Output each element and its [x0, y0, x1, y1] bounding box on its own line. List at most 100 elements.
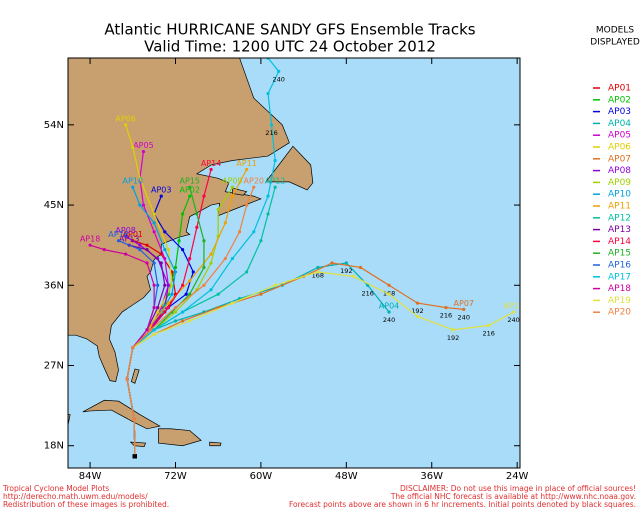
track-point	[230, 301, 235, 305]
track-point	[237, 230, 242, 234]
track-point	[145, 243, 149, 247]
x-tick-label: 48W	[335, 471, 358, 482]
track-point	[173, 270, 178, 274]
track-point	[277, 69, 281, 73]
legend-label: AP09	[608, 178, 631, 188]
track-point	[152, 212, 156, 216]
legend-label: AP16	[608, 261, 631, 271]
track-point	[202, 239, 206, 243]
track-label: AP05	[133, 141, 153, 150]
plot-frame	[67, 57, 521, 469]
track-point	[173, 319, 178, 323]
track-point	[152, 221, 156, 225]
track-point	[131, 185, 135, 189]
legend-label: AP08	[608, 166, 631, 176]
axes: 84W 72W 60W 48W 36W 24W 18N 27N 36N 45N 54N	[44, 58, 529, 482]
track-point	[124, 234, 128, 238]
land	[68, 58, 314, 447]
legend-label: AP03	[608, 107, 631, 117]
track-point	[163, 256, 167, 261]
legend-label: AP01	[608, 84, 631, 94]
track-label: AP08	[115, 226, 135, 235]
track-point	[330, 261, 334, 265]
track-point	[195, 212, 199, 216]
track-point	[131, 145, 135, 149]
track-point	[223, 221, 227, 225]
legend-label: AP15	[608, 249, 631, 259]
y-tick-label: 18N	[44, 441, 64, 452]
track-point	[124, 252, 128, 256]
track-point	[188, 256, 192, 261]
forecast-hour: 216	[361, 289, 373, 297]
landmass	[158, 428, 202, 447]
track-point	[170, 292, 174, 296]
track-point	[209, 288, 213, 292]
y-tick-label: 45N	[44, 200, 64, 211]
track-point	[415, 301, 420, 305]
landmass	[130, 368, 140, 384]
title-line: Atlantic HURRICANE SANDY GFS Ensemble Tr…	[104, 21, 475, 39]
track-point	[188, 194, 192, 198]
track-point	[166, 283, 170, 287]
track-label: AP06	[115, 114, 135, 123]
track-point	[145, 328, 149, 332]
track-point	[266, 212, 270, 216]
track-label: AP01	[123, 230, 143, 239]
track-point	[387, 283, 391, 287]
track-point	[451, 328, 455, 332]
track-point	[358, 265, 363, 270]
forecast-hour: 216	[482, 329, 494, 337]
footer-right: Forecast points above are shown in 6 hr …	[289, 500, 636, 509]
track-point	[316, 265, 320, 270]
forecast-hour: 240	[272, 75, 284, 83]
legend-label: AP14	[608, 237, 631, 247]
track-label: AP09	[222, 177, 242, 186]
track-point	[173, 265, 178, 270]
legend-label: AP05	[608, 131, 631, 141]
track-point	[116, 239, 121, 243]
legend-label: AP12	[608, 213, 631, 223]
track-label: AP20	[244, 177, 264, 186]
forecast-hour: 240	[507, 316, 519, 324]
track-point	[188, 279, 192, 283]
track-point	[152, 328, 156, 332]
track-point	[156, 283, 160, 287]
track-point	[266, 194, 270, 198]
track-label: AP13	[119, 235, 139, 244]
track-point	[138, 176, 142, 180]
legend-label: AP11	[608, 202, 631, 212]
track-point	[156, 305, 160, 310]
landmass	[68, 413, 71, 428]
track-point	[88, 243, 92, 247]
track-point	[344, 261, 348, 265]
landmass	[265, 145, 314, 191]
track-point	[145, 248, 149, 252]
track-point	[184, 292, 188, 296]
track-point	[181, 248, 185, 252]
track-point	[259, 292, 263, 296]
track-point	[269, 123, 274, 127]
footer-left: Tropical Cyclone Model Plots	[2, 484, 109, 493]
track-point	[159, 261, 163, 265]
legend-title: MODELS	[596, 26, 634, 36]
track-point	[415, 314, 420, 319]
track-point	[487, 323, 491, 327]
track-point	[230, 185, 235, 189]
track-point	[230, 256, 235, 261]
tracks: AP01AP02AP03168192216240AP04AP05AP061681…	[80, 58, 520, 459]
track-point	[223, 256, 227, 261]
track-label: AP11	[236, 159, 256, 168]
track-point	[152, 230, 156, 234]
x-tick-label: 72W	[164, 471, 187, 482]
legend-label: AP18	[608, 284, 631, 294]
track-point	[191, 270, 195, 274]
track-point	[259, 239, 263, 243]
track-point	[166, 301, 170, 305]
forecast-hour: 240	[458, 313, 470, 321]
track-label: AP03	[151, 186, 171, 195]
track-point	[141, 149, 146, 154]
legend-label: AP02	[608, 95, 631, 105]
x-tick-label: 36W	[420, 471, 443, 482]
track-label: AP12	[265, 177, 285, 186]
footer-left: http://derecho.math.uwm.edu/models/	[3, 492, 148, 501]
